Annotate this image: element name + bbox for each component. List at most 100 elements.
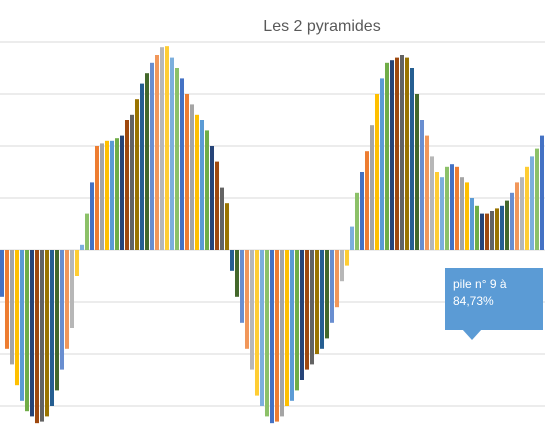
bar — [345, 250, 349, 266]
bar — [175, 68, 179, 250]
bar — [275, 250, 279, 422]
bar — [100, 143, 104, 250]
bar — [105, 140, 109, 250]
bar — [5, 250, 9, 349]
bar — [155, 55, 159, 250]
bar — [445, 166, 449, 250]
bar — [265, 250, 269, 417]
bar — [145, 73, 149, 250]
bar — [530, 156, 534, 250]
bar — [485, 213, 489, 250]
bar — [355, 192, 359, 250]
bar — [520, 177, 524, 250]
bar — [215, 161, 219, 250]
bar — [465, 182, 469, 250]
bar — [450, 164, 454, 250]
bar — [150, 62, 154, 250]
bar — [300, 250, 304, 380]
bar — [0, 250, 4, 297]
callout: pile n° 9 à 84,73% — [445, 268, 543, 330]
bar — [420, 120, 424, 250]
bar — [95, 146, 99, 250]
bar — [515, 182, 519, 250]
bar — [480, 213, 484, 250]
bar — [20, 250, 24, 401]
bar — [495, 208, 499, 250]
bar — [125, 120, 129, 250]
bar — [235, 250, 239, 297]
bar — [160, 47, 164, 251]
bar — [305, 250, 309, 370]
bar — [65, 250, 69, 349]
bar — [220, 187, 224, 250]
bar — [60, 250, 64, 370]
bar — [120, 135, 124, 250]
bar — [320, 250, 324, 349]
bar — [370, 125, 374, 250]
bar — [185, 94, 189, 250]
bar — [510, 192, 514, 250]
bar — [460, 177, 464, 250]
bar — [115, 138, 119, 250]
bar — [255, 250, 259, 396]
bar — [165, 46, 169, 250]
bar — [400, 55, 404, 250]
bar — [180, 78, 184, 251]
bar — [435, 172, 439, 250]
bar — [505, 200, 509, 250]
bar — [85, 213, 89, 250]
bar — [335, 250, 339, 308]
bar — [200, 120, 204, 250]
bar — [225, 203, 229, 250]
bar — [380, 78, 384, 251]
bar — [25, 250, 29, 412]
bar — [410, 68, 414, 250]
bar — [350, 226, 354, 250]
bar — [475, 205, 479, 250]
bar — [70, 250, 74, 328]
bar — [395, 57, 399, 250]
bar — [30, 250, 34, 417]
bar — [170, 57, 174, 250]
bar — [135, 99, 139, 250]
bar — [35, 250, 39, 424]
bar — [425, 135, 429, 250]
bar — [315, 250, 319, 354]
bar — [430, 156, 434, 250]
bar — [440, 177, 444, 250]
bar — [330, 250, 334, 323]
bar — [325, 250, 329, 339]
bar — [90, 182, 94, 250]
bar — [210, 146, 214, 250]
bar — [80, 244, 84, 250]
bar — [130, 114, 134, 250]
bar — [490, 211, 494, 250]
bar — [295, 250, 299, 391]
bar — [15, 250, 19, 386]
bar — [340, 250, 344, 282]
bar — [390, 60, 394, 251]
bar — [50, 250, 54, 406]
bar — [285, 250, 289, 406]
bar — [140, 83, 144, 250]
bar — [10, 250, 14, 365]
bar — [45, 250, 49, 417]
bar — [245, 250, 249, 349]
bar — [195, 114, 199, 250]
bar — [55, 250, 59, 391]
bar — [405, 57, 409, 250]
bar — [470, 198, 474, 250]
bar — [205, 130, 209, 250]
chart-title: Les 2 pyramides — [263, 18, 380, 35]
bar — [260, 250, 264, 406]
bar — [110, 140, 114, 250]
bar — [535, 148, 539, 250]
bar — [270, 250, 274, 424]
bar — [310, 250, 314, 365]
bar — [415, 94, 419, 250]
bar — [240, 250, 244, 323]
bar — [75, 250, 79, 276]
bar — [290, 250, 294, 401]
